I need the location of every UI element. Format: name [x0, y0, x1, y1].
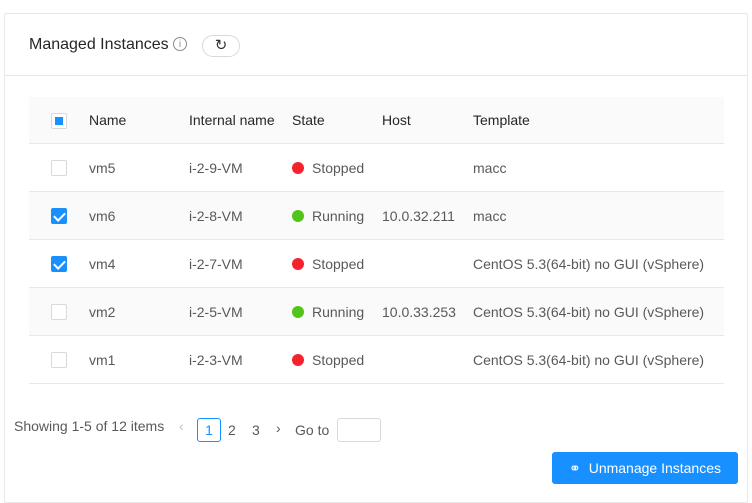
page-2[interactable]: 2	[228, 422, 236, 438]
cell-template: CentOS 5.3(64-bit) no GUI (vSphere)	[473, 335, 724, 384]
select-all-checkbox[interactable]	[51, 112, 67, 129]
state-label: Running	[312, 207, 365, 224]
row-checkbox[interactable]	[51, 256, 67, 273]
cell-host	[382, 335, 473, 384]
column-internal-name[interactable]: Internal name	[189, 97, 292, 144]
cell-host	[382, 239, 473, 288]
state-label: Stopped	[312, 255, 365, 272]
cell-internal-name: i-2-7-VM	[189, 239, 292, 288]
table-header-row: Name Internal name State Host Template	[29, 97, 724, 144]
cell-state: Running	[292, 191, 382, 240]
goto-label: Go to	[295, 422, 330, 438]
column-host[interactable]: Host	[382, 97, 473, 144]
cell-internal-name: i-2-8-VM	[189, 191, 292, 240]
column-state[interactable]: State	[292, 97, 382, 144]
info-circle-icon[interactable]: i	[173, 37, 187, 51]
goto-input[interactable]	[337, 418, 381, 442]
cell-name: vm1	[89, 335, 189, 384]
cell-state: Stopped	[292, 239, 382, 288]
cell-name: vm4	[89, 239, 189, 288]
unmanage-label: Unmanage Instances	[588, 460, 722, 476]
table-row[interactable]: vm4 i-2-7-VM Stopped CentOS 5.3(64-bit) …	[29, 239, 724, 288]
prev-page-icon[interactable]: ‹	[179, 418, 184, 434]
row-checkbox[interactable]	[51, 352, 67, 369]
page-1[interactable]: 1	[197, 418, 221, 442]
row-checkbox[interactable]	[51, 304, 67, 321]
cell-name: vm6	[89, 191, 189, 240]
table-row[interactable]: vm2 i-2-5-VM Running 10.0.33.253 CentOS …	[29, 287, 724, 336]
cell-host: 10.0.32.211	[382, 191, 473, 240]
reload-icon: ↻	[214, 37, 228, 54]
pagination-summary: Showing 1-5 of 12 items	[14, 418, 165, 434]
column-template[interactable]: Template	[473, 97, 724, 144]
cell-name: vm2	[89, 287, 189, 336]
card-header: Managed Instances i ↻	[5, 14, 747, 76]
state-label: Stopped	[312, 159, 365, 176]
table-row[interactable]: vm1 i-2-3-VM Stopped CentOS 5.3(64-bit) …	[29, 335, 724, 384]
state-label: Stopped	[312, 351, 365, 368]
cell-state: Stopped	[292, 143, 382, 192]
next-page-icon[interactable]: ›	[276, 420, 281, 436]
cell-template: CentOS 5.3(64-bit) no GUI (vSphere)	[473, 287, 724, 336]
status-dot	[292, 257, 304, 270]
cell-name: vm5	[89, 143, 189, 192]
table-row[interactable]: vm6 i-2-8-VM Running 10.0.32.211 macc	[29, 191, 724, 240]
column-name[interactable]: Name	[89, 97, 189, 144]
row-checkbox[interactable]	[51, 208, 67, 225]
status-dot	[292, 209, 304, 222]
instances-table: Name Internal name State Host Template v…	[29, 97, 724, 384]
page-3[interactable]: 3	[252, 422, 260, 438]
cell-internal-name: i-2-9-VM	[189, 143, 292, 192]
cell-template: macc	[473, 191, 724, 240]
row-checkbox[interactable]	[51, 160, 67, 177]
status-dot	[292, 161, 304, 174]
cell-host	[382, 143, 473, 192]
status-dot	[292, 353, 304, 366]
cell-state: Running	[292, 287, 382, 336]
cell-internal-name: i-2-5-VM	[189, 287, 292, 336]
status-dot	[292, 305, 304, 318]
state-label: Running	[312, 303, 365, 320]
card-title: Managed Instances	[29, 36, 169, 53]
cell-state: Stopped	[292, 335, 382, 384]
cell-template: CentOS 5.3(64-bit) no GUI (vSphere)	[473, 239, 724, 288]
table-row[interactable]: vm5 i-2-9-VM Stopped macc	[29, 143, 724, 192]
cell-host: 10.0.33.253	[382, 287, 473, 336]
refresh-button[interactable]: ↻	[202, 35, 240, 57]
cell-internal-name: i-2-3-VM	[189, 335, 292, 384]
unmanage-instances-button[interactable]: ⚭ Unmanage Instances	[552, 452, 738, 484]
disconnect-icon: ⚭	[568, 460, 581, 476]
cell-template: macc	[473, 143, 724, 192]
